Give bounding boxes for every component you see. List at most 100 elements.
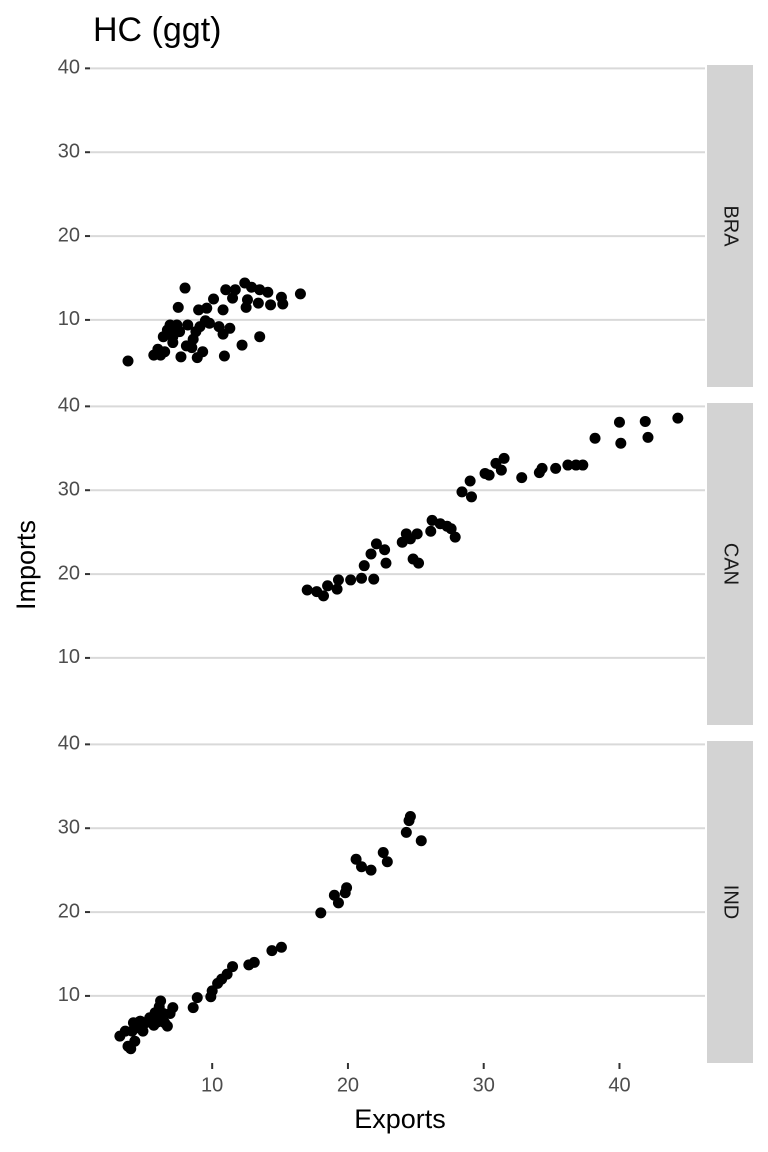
- point: [332, 897, 344, 909]
- point: [672, 412, 684, 424]
- point: [341, 882, 353, 894]
- point: [203, 317, 215, 329]
- point: [370, 538, 382, 550]
- point: [379, 544, 391, 556]
- point: [456, 486, 468, 498]
- y-tick-label: 30: [58, 478, 80, 500]
- x-axis-title: Exports: [354, 1104, 446, 1134]
- point: [318, 590, 330, 602]
- point: [137, 1025, 149, 1037]
- point: [365, 864, 377, 876]
- point: [495, 464, 507, 476]
- point: [159, 346, 171, 358]
- point: [224, 322, 236, 334]
- point: [172, 301, 184, 313]
- point: [411, 528, 423, 540]
- point: [186, 342, 198, 354]
- x-tick-label: 40: [608, 1074, 630, 1096]
- y-tick-label: 20: [58, 562, 80, 584]
- point: [642, 431, 654, 443]
- point: [266, 945, 278, 957]
- point: [577, 459, 589, 471]
- point: [201, 302, 213, 314]
- y-tick-label: 10: [58, 646, 80, 668]
- point: [175, 351, 187, 363]
- point: [483, 469, 495, 481]
- y-tick-label: 40: [58, 733, 80, 755]
- point: [191, 992, 203, 1004]
- point: [187, 1002, 199, 1014]
- point: [536, 462, 548, 474]
- y-tick-label: 30: [58, 816, 80, 838]
- point: [174, 326, 186, 338]
- point: [262, 286, 274, 298]
- y-tick-label: 20: [58, 224, 80, 246]
- point: [358, 560, 370, 572]
- point: [167, 1002, 179, 1014]
- point: [356, 572, 368, 584]
- point: [217, 304, 229, 316]
- point: [227, 292, 239, 304]
- strip-label: BRA: [720, 205, 742, 247]
- point: [229, 284, 241, 296]
- strip-label: IND: [720, 885, 742, 919]
- point: [193, 304, 205, 316]
- point: [275, 941, 287, 953]
- x-tick-label: 10: [201, 1074, 223, 1096]
- point: [331, 583, 343, 595]
- point: [254, 331, 266, 343]
- point: [425, 525, 437, 537]
- point: [161, 1020, 173, 1032]
- point: [377, 847, 389, 859]
- x-tick-label: 30: [473, 1074, 495, 1096]
- point: [365, 548, 377, 560]
- y-axis-title: Imports: [11, 520, 41, 610]
- y-tick-label: 40: [58, 57, 80, 79]
- point: [236, 339, 248, 351]
- point: [248, 956, 260, 968]
- point: [208, 293, 220, 305]
- point: [380, 557, 392, 569]
- point: [129, 1035, 141, 1047]
- point: [322, 580, 334, 592]
- point: [413, 557, 425, 569]
- strip: [707, 741, 753, 1063]
- y-tick-label: 30: [58, 140, 80, 162]
- point: [252, 297, 264, 309]
- point: [562, 459, 574, 471]
- point: [550, 462, 562, 474]
- y-tick-label: 40: [58, 395, 80, 417]
- point: [465, 491, 477, 503]
- point: [415, 835, 427, 847]
- point: [516, 472, 528, 484]
- strip: [707, 65, 753, 387]
- point: [498, 452, 510, 464]
- point: [381, 856, 393, 868]
- strip: [707, 403, 753, 725]
- point: [315, 907, 327, 919]
- point: [197, 346, 209, 358]
- point: [464, 475, 476, 487]
- point: [294, 288, 306, 300]
- point: [265, 299, 277, 311]
- point: [155, 995, 167, 1007]
- point: [615, 437, 627, 449]
- point: [277, 298, 289, 310]
- point: [241, 294, 253, 306]
- point: [218, 350, 230, 362]
- point: [589, 432, 601, 444]
- point: [449, 531, 461, 543]
- y-tick-label: 20: [58, 900, 80, 922]
- point: [179, 282, 191, 294]
- point: [368, 573, 380, 585]
- point: [345, 574, 357, 586]
- point: [613, 416, 625, 428]
- point: [227, 961, 239, 973]
- point: [400, 826, 412, 838]
- y-tick-label: 10: [58, 984, 80, 1006]
- y-tick-label: 10: [58, 308, 80, 330]
- x-tick-label: 20: [337, 1074, 359, 1096]
- point: [403, 815, 415, 827]
